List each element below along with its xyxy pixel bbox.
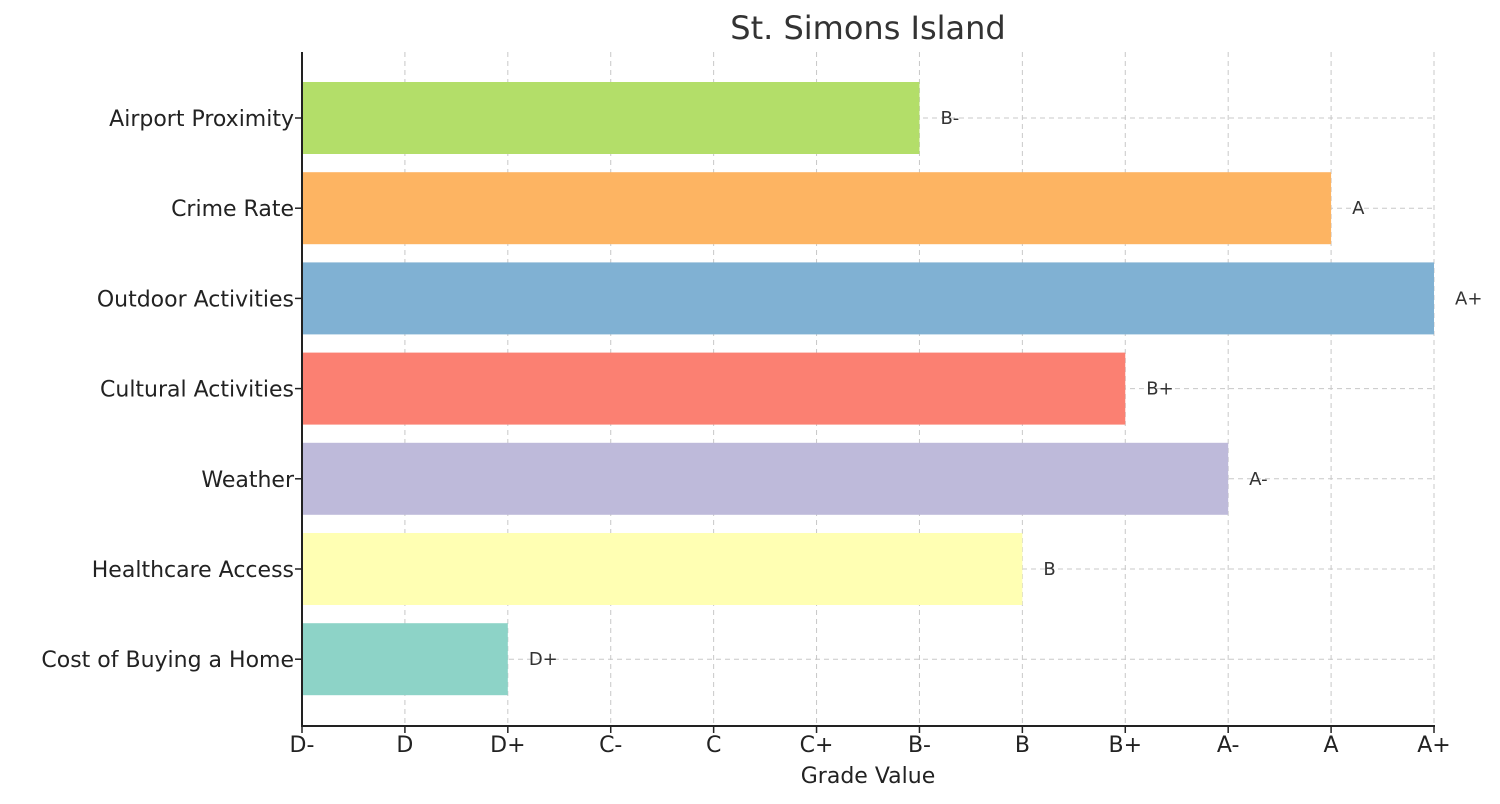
category-label: Healthcare Access bbox=[92, 558, 294, 583]
value-labels: B- A A+ B+ A- B D+ bbox=[529, 108, 1483, 670]
x-tick-label: D bbox=[396, 733, 413, 758]
bar-value-label: A+ bbox=[1455, 288, 1482, 309]
category-label: Cost of Buying a Home bbox=[41, 648, 294, 673]
category-label: Cultural Activities bbox=[100, 378, 294, 403]
bar-value-label: B- bbox=[940, 108, 959, 129]
bars bbox=[302, 82, 1434, 696]
x-tick-label: B+ bbox=[1109, 733, 1143, 758]
bar-cost-of-buying-a-home bbox=[302, 623, 508, 696]
category-label: Crime Rate bbox=[171, 197, 294, 222]
bar-value-label: D+ bbox=[529, 649, 558, 670]
category-labels: Airport Proximity Crime Rate Outdoor Activ… bbox=[41, 107, 302, 673]
x-tick-label: B bbox=[1015, 733, 1030, 758]
x-tick-labels: D- D D+ C- C C+ B- B B+ A- A A+ bbox=[290, 726, 1451, 758]
category-label: Weather bbox=[201, 468, 295, 493]
bar-value-label: B+ bbox=[1146, 379, 1173, 400]
x-axis-title: Grade Value bbox=[801, 764, 935, 789]
bar-outdoor-activities bbox=[302, 262, 1434, 335]
bar-airport-proximity bbox=[302, 82, 920, 154]
x-tick-label: D+ bbox=[490, 733, 525, 758]
bar-healthcare-access bbox=[302, 533, 1023, 605]
bar-value-label: A bbox=[1352, 198, 1365, 219]
category-label: Outdoor Activities bbox=[97, 287, 294, 312]
x-tick-label: C bbox=[706, 733, 721, 758]
bar-value-label: B bbox=[1043, 559, 1055, 580]
x-tick-label: A- bbox=[1217, 733, 1240, 758]
category-label: Airport Proximity bbox=[109, 107, 294, 132]
bar-value-label: A- bbox=[1249, 469, 1267, 490]
bar-weather bbox=[302, 442, 1229, 515]
bar-cultural-activities bbox=[302, 352, 1126, 425]
x-tick-label: C- bbox=[599, 733, 622, 758]
x-tick-label: C+ bbox=[800, 733, 834, 758]
x-tick-label: A+ bbox=[1417, 733, 1450, 758]
x-tick-label: B- bbox=[908, 733, 931, 758]
chart-title: St. Simons Island bbox=[730, 9, 1005, 47]
bar-crime-rate bbox=[302, 172, 1332, 245]
x-tick-label: D- bbox=[290, 733, 315, 758]
x-tick-label: A bbox=[1324, 733, 1339, 758]
